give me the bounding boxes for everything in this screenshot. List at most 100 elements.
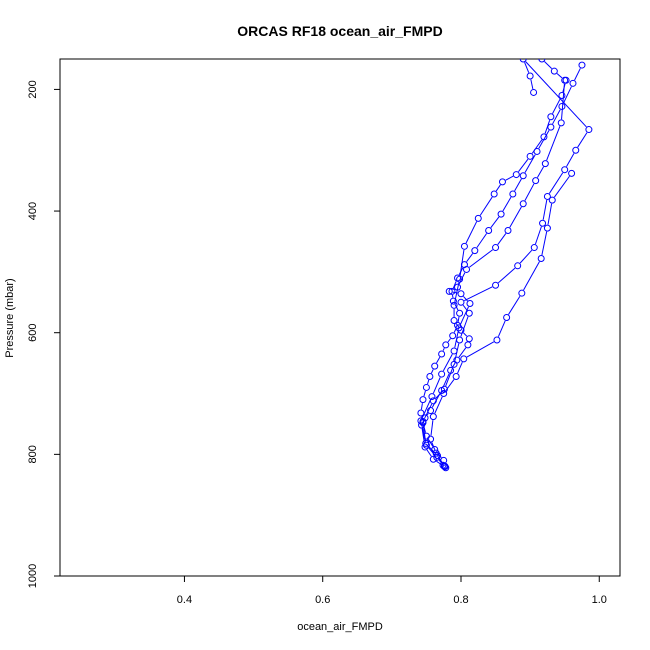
x-tick-label: 0.6	[315, 594, 330, 606]
series-segment	[466, 253, 474, 262]
data-point	[438, 370, 446, 378]
series-segment	[442, 353, 453, 372]
plot-area	[417, 59, 593, 472]
series-segment	[505, 175, 514, 181]
data-point	[452, 372, 460, 380]
series-segment	[566, 153, 575, 167]
data-point	[429, 397, 437, 405]
data-point	[504, 227, 512, 235]
series-segment	[553, 175, 570, 198]
series-segment	[502, 196, 512, 212]
data-point	[485, 227, 493, 235]
data-point	[471, 247, 479, 255]
series-segment	[435, 391, 443, 399]
series-segment	[542, 199, 548, 220]
series-segment	[424, 403, 433, 419]
series-segment	[447, 338, 451, 343]
data-point	[422, 383, 430, 391]
series-segment	[427, 445, 436, 454]
series-segment	[544, 120, 551, 134]
series-segment	[497, 320, 506, 337]
data-point	[440, 462, 448, 470]
data-point	[445, 287, 453, 295]
series-segment	[508, 295, 521, 315]
series-segment	[430, 420, 434, 436]
series-segment	[556, 73, 563, 79]
series-segment	[463, 332, 468, 337]
data-point	[465, 309, 473, 317]
series-segment	[524, 183, 535, 201]
series-segment	[452, 281, 457, 289]
data-point	[503, 314, 511, 321]
data-point	[539, 219, 547, 227]
series-segment	[524, 62, 530, 73]
y-tick-label: 800	[27, 445, 39, 463]
data-point	[519, 172, 527, 180]
data-point	[538, 59, 546, 63]
series-segment	[465, 221, 478, 244]
series-segment	[544, 61, 553, 70]
data-point	[561, 76, 569, 84]
data-point	[585, 126, 593, 134]
series-segment	[490, 216, 500, 228]
series-segment	[427, 379, 430, 385]
data-point	[457, 298, 465, 306]
series-segment	[458, 347, 467, 358]
series-segment	[523, 261, 540, 291]
series-segment	[466, 341, 495, 358]
data-point	[557, 119, 565, 127]
data-point	[548, 196, 556, 204]
series-segment	[541, 231, 548, 256]
data-point	[537, 255, 545, 263]
series-segment	[563, 86, 572, 104]
data-point	[460, 242, 468, 250]
series-3	[417, 59, 569, 472]
chart-title: ORCAS RF18 ocean_air_FMPD	[237, 23, 442, 39]
series-segment	[420, 403, 423, 410]
data-point	[558, 91, 566, 99]
data-point	[464, 341, 472, 349]
series-segment	[436, 356, 441, 364]
data-point	[450, 360, 458, 368]
data-point	[463, 265, 471, 273]
x-tick-label: 0.8	[453, 594, 468, 606]
series-segment	[463, 296, 468, 302]
data-point	[518, 289, 526, 297]
data-point	[541, 160, 549, 168]
series-segment	[497, 267, 516, 284]
data-point	[438, 350, 446, 358]
data-point	[450, 301, 458, 309]
data-point	[526, 152, 534, 160]
data-point	[497, 210, 505, 218]
series-segment	[534, 226, 542, 245]
series-segment	[530, 79, 534, 90]
series-segment	[459, 249, 465, 276]
data-point	[442, 341, 450, 349]
y-axis: 200 400 600 800 1000	[27, 80, 60, 588]
x-tick-label: 1.0	[592, 594, 607, 606]
data-point	[543, 192, 551, 200]
data-point	[455, 324, 463, 332]
series-segment	[574, 68, 581, 81]
series-segment	[427, 438, 434, 447]
series-segment	[577, 132, 588, 148]
data-point	[550, 67, 558, 75]
y-tick-label: 1000	[27, 564, 39, 588]
data-point	[457, 290, 465, 298]
series-segment	[434, 396, 443, 414]
data-point	[519, 59, 527, 63]
data-point	[490, 190, 498, 198]
series-segment	[518, 158, 529, 172]
series-segment	[525, 61, 587, 128]
data-point	[419, 396, 427, 404]
series-segment	[552, 98, 561, 114]
series-segment	[430, 369, 434, 374]
data-point	[543, 224, 551, 232]
data-point	[568, 169, 576, 177]
data-point	[450, 317, 458, 325]
series-segment	[421, 399, 431, 418]
series-segment	[442, 347, 445, 351]
series-segment	[442, 373, 450, 388]
data-point	[530, 244, 538, 252]
